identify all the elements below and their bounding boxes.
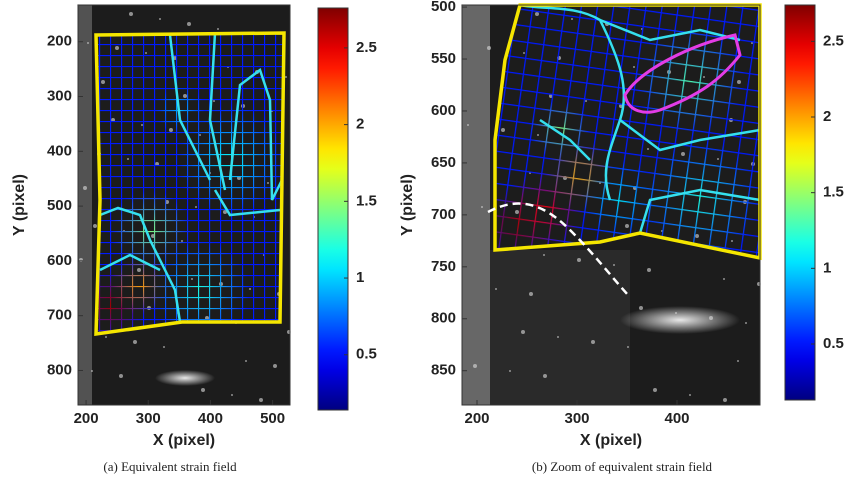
- colorbar-tick-label: 1.5: [823, 184, 844, 201]
- colorbar-tick-label: 1: [823, 259, 831, 276]
- y-tick-label: 750: [431, 258, 456, 275]
- mesh-boundary: [599, 18, 761, 152]
- y-tick-label: 500: [431, 0, 456, 15]
- y-tick-label: 600: [47, 252, 72, 269]
- mesh-boundary: [99, 253, 161, 272]
- x-axis-label: X (pixel): [153, 432, 215, 449]
- y-tick-label: 800: [47, 361, 72, 378]
- mesh-boundary: [99, 206, 182, 323]
- x-tick-label: 500: [260, 410, 285, 427]
- x-tick-label: 300: [136, 410, 161, 427]
- strain-field: [462, 5, 760, 405]
- colorbar-tick-label: 2: [356, 116, 364, 133]
- y-tick-label: 500: [47, 197, 72, 214]
- strain-field: [72, 5, 290, 405]
- x-tick-label: 200: [464, 410, 489, 427]
- colorbar-tick-label: 2.5: [823, 32, 844, 49]
- colorbar-tick-label: 1.5: [356, 192, 377, 209]
- mesh-boundary: [539, 118, 591, 161]
- colorbar-tick-label: 0.5: [356, 346, 377, 363]
- y-tick-label: 700: [431, 206, 456, 223]
- y-tick-label: 200: [47, 33, 72, 50]
- crack-zone: [623, 33, 742, 114]
- hot-zone: [150, 240, 250, 340]
- x-tick-label: 400: [198, 410, 223, 427]
- hot-zone: [175, 105, 285, 215]
- hot-zone: [580, 160, 660, 240]
- colorbar: [784, 4, 816, 401]
- y-axis-label: Y (pixel): [11, 174, 28, 236]
- hot-zone: [640, 140, 760, 260]
- y-tick-label: 850: [431, 362, 456, 379]
- hot-zone: [635, 25, 745, 135]
- caption: (b) Zoom of equivalent strain field: [532, 459, 713, 474]
- x-axis-label: X (pixel): [580, 432, 642, 449]
- colorbar-tick-label: 1: [356, 269, 364, 286]
- x-tick-label: 400: [664, 410, 689, 427]
- x-tick-label: 300: [564, 410, 589, 427]
- x-tick-label: 200: [74, 410, 99, 427]
- mesh-boundary: [519, 3, 626, 201]
- colorbar: [317, 7, 349, 411]
- caption: (a) Equivalent strain field: [103, 459, 237, 474]
- colorbar-tick-label: 2.5: [356, 39, 377, 56]
- mesh-boundary: [208, 32, 284, 201]
- y-tick-label: 650: [431, 154, 456, 171]
- mesh-boundary: [213, 189, 281, 217]
- y-tick-label: 700: [47, 307, 72, 324]
- plot-frame: [461, 4, 761, 406]
- plot-frame: [77, 4, 291, 406]
- colorbar-tick-label: 0.5: [823, 335, 844, 352]
- mesh-boundary: [168, 34, 212, 181]
- y-tick-label: 800: [431, 310, 456, 327]
- colorbar-tick-label: 2: [823, 108, 831, 125]
- mesh-boundary: [638, 188, 761, 234]
- y-tick-label: 300: [47, 87, 72, 104]
- y-tick-label: 600: [431, 102, 456, 119]
- crack-path: [487, 202, 629, 296]
- y-axis-label: Y (pixel): [399, 174, 416, 236]
- y-tick-label: 400: [47, 142, 72, 159]
- y-tick-label: 550: [431, 50, 456, 67]
- zone-outline: [94, 31, 286, 337]
